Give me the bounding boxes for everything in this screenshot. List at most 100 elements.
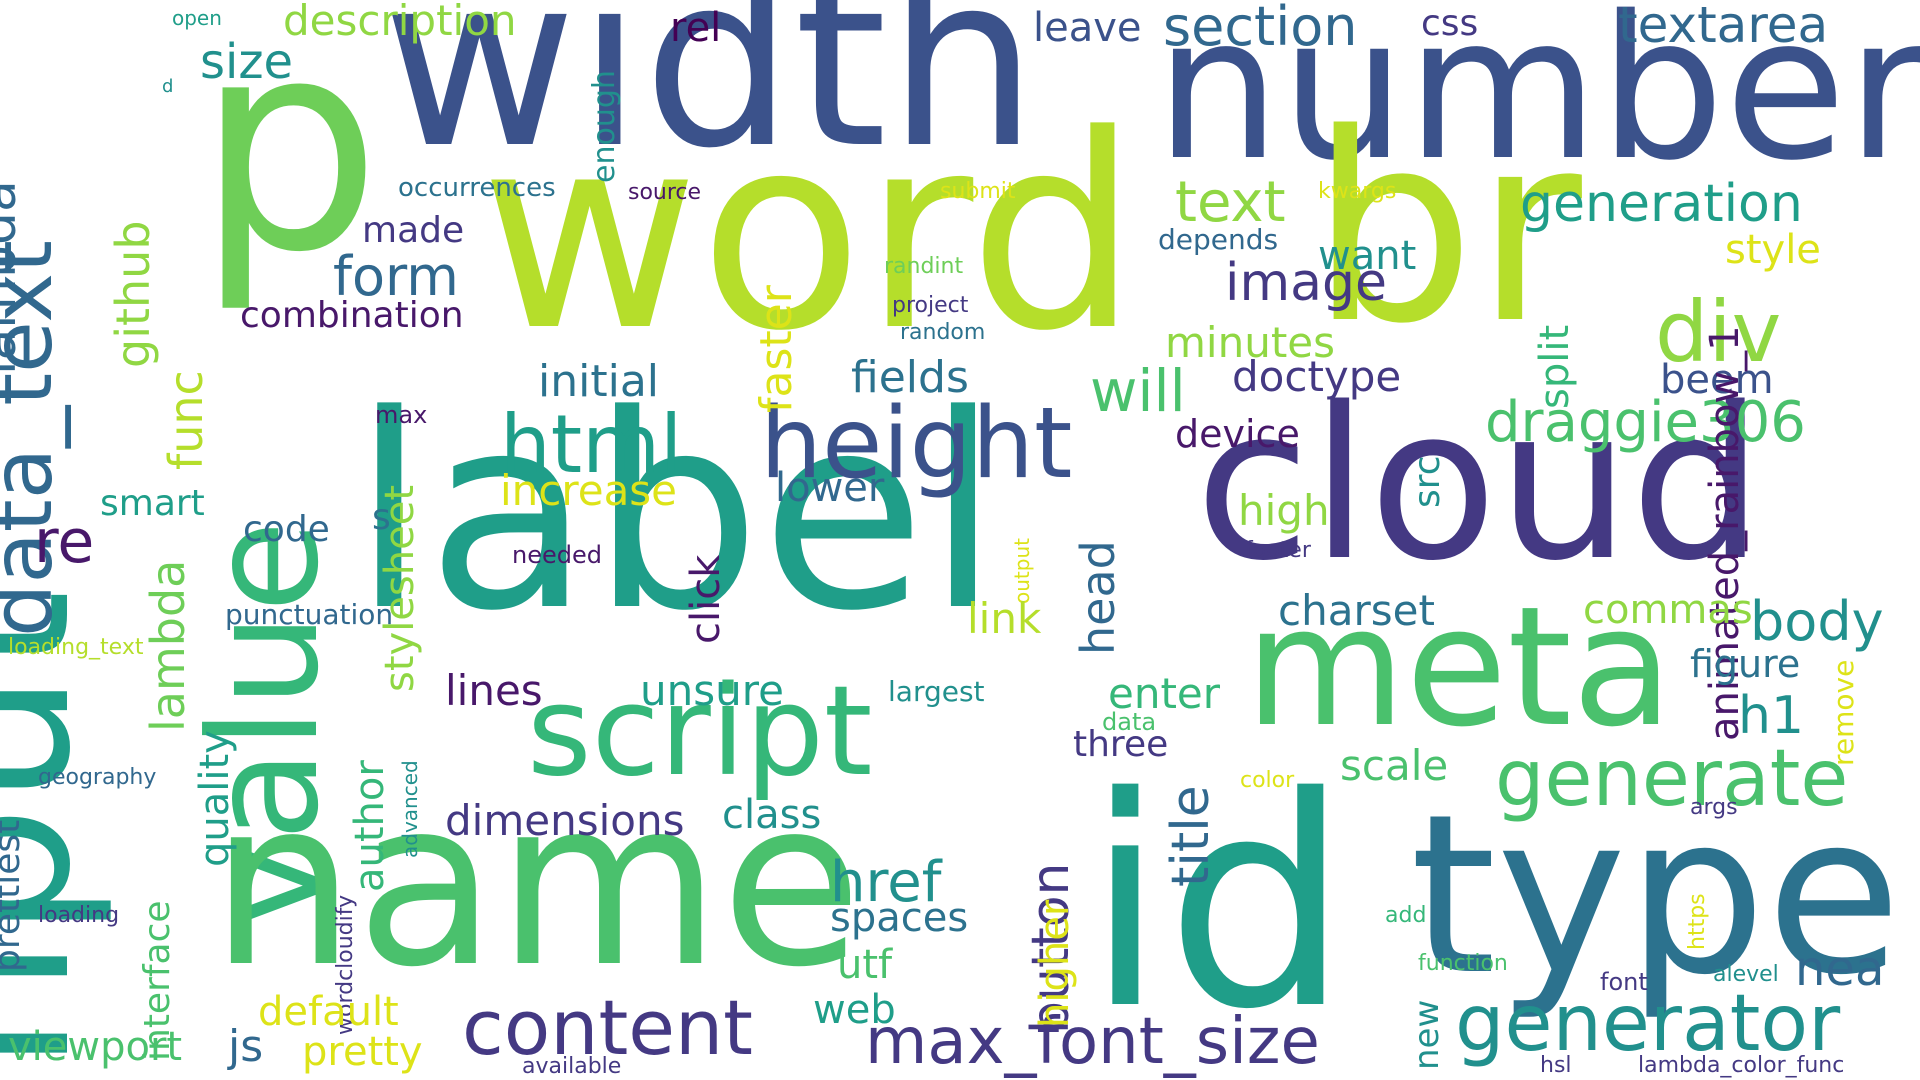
word-want: want	[1318, 233, 1417, 279]
word-width: width	[382, 0, 1039, 201]
word-random: random	[900, 320, 986, 345]
word-max_font_size: max_font_size	[865, 1005, 1320, 1079]
word-made: made	[362, 210, 465, 251]
word-charset: charset	[1278, 586, 1435, 635]
word-font: font	[1600, 968, 1648, 996]
word-function: function	[1418, 951, 1508, 976]
word-enter: enter	[1108, 669, 1221, 718]
word-figure: figure	[1690, 642, 1801, 686]
word-leave: leave	[1033, 5, 1142, 51]
word-size: size	[200, 34, 294, 90]
word-depends: depends	[1158, 223, 1279, 256]
word-dimensions: dimensions	[445, 796, 685, 845]
word-higher: higher	[1032, 899, 1078, 1028]
word-project: project	[892, 293, 969, 318]
word-beem: beem	[1660, 357, 1774, 403]
word-func: func	[159, 370, 213, 470]
word-src: src	[1407, 455, 1448, 508]
word-meta: meta	[1245, 571, 1674, 763]
word-doctype: doctype	[1232, 352, 1402, 401]
word-title: title	[1161, 785, 1221, 887]
word-html: html	[500, 398, 683, 491]
word-data: data	[1102, 708, 1157, 736]
word-form: form	[333, 245, 459, 308]
word-scale: scale	[1340, 741, 1449, 790]
word-s: s	[372, 497, 391, 538]
word-click: click	[683, 554, 729, 644]
word-web: web	[813, 987, 896, 1033]
word-device: device	[1175, 412, 1300, 456]
word-lower: lower	[775, 465, 885, 511]
word-initial: initial	[538, 356, 659, 407]
word-content: content	[462, 983, 753, 1072]
word-combination: combination	[240, 295, 464, 336]
word-h1: h1	[1738, 686, 1805, 746]
word-body: body	[1750, 590, 1884, 653]
word-head: head	[1071, 540, 1125, 655]
word-spaces: spaces	[830, 895, 969, 941]
word-footer: footer	[1245, 538, 1311, 563]
word-enough: enough	[587, 70, 622, 183]
word-faster: faster	[751, 285, 802, 413]
word-available: available	[522, 1054, 622, 1079]
word-smart: smart	[100, 483, 205, 524]
word-new: new	[1407, 999, 1447, 1070]
word-submit: submit	[940, 179, 1016, 204]
word-kwargs: kwargs	[1318, 179, 1397, 204]
word-code: code	[243, 509, 330, 550]
word-d: d	[162, 76, 174, 97]
word-color: color	[1240, 768, 1295, 793]
word-height: height	[760, 387, 1073, 501]
word-minutes: minutes	[1165, 318, 1336, 367]
word-name: name	[210, 751, 863, 1018]
word-generation: generation	[1520, 174, 1803, 234]
word-re: re	[34, 507, 95, 577]
word-id: id	[1085, 736, 1350, 1073]
word-alevel: alevel	[1713, 962, 1779, 987]
word-text: text	[1175, 170, 1286, 235]
word-lambda_color_func: lambda_color_func	[1638, 1053, 1845, 1078]
word-cloud: cloud	[1195, 362, 1764, 607]
word-punctuation: punctuation	[225, 598, 394, 631]
word-high: high	[1238, 486, 1330, 535]
word-author: author	[347, 760, 393, 892]
word-description: description	[283, 0, 517, 45]
word-occurrences: occurrences	[398, 173, 556, 203]
word-script: script	[527, 660, 873, 804]
word-three: three	[1073, 724, 1169, 765]
word-draggie306: draggie306	[1485, 390, 1806, 455]
word-randint: randint	[884, 254, 964, 279]
word-generate: generate	[1495, 734, 1849, 824]
word-source: source	[628, 180, 702, 205]
word-remove: remove	[1827, 659, 1860, 766]
word-max: max	[375, 401, 428, 429]
word-type: type	[1410, 767, 1902, 1023]
word-word: word	[480, 78, 1139, 390]
word-default: default	[258, 989, 399, 1035]
word-class: class	[722, 792, 822, 838]
word-largest: largest	[888, 675, 985, 708]
word-loading_text: loading_text	[8, 635, 144, 660]
word-href: href	[830, 850, 942, 915]
word-br: br	[1310, 79, 1582, 381]
word-prettiest: prettiest	[0, 819, 28, 972]
word-div: div	[1655, 283, 1782, 381]
word-https: https	[1685, 893, 1710, 950]
word-number: number	[1155, 0, 1920, 204]
word-github: github	[106, 220, 160, 368]
word-lambda-2: lambda	[141, 559, 195, 732]
word-loading: loading	[38, 903, 120, 928]
word-fields: fields	[851, 352, 969, 403]
word-p: p	[196, 0, 382, 316]
word-args: args	[1690, 795, 1738, 820]
word-textarea: textarea	[1618, 0, 1829, 54]
word-needed: needed	[512, 541, 602, 569]
word-commas: commas	[1583, 587, 1753, 633]
word-js: js	[228, 1021, 264, 1072]
word-style: style	[1725, 227, 1821, 273]
word-nea: nea	[1795, 941, 1885, 997]
word-label: label	[352, 358, 1001, 670]
word-hsl: hsl	[1540, 1053, 1572, 1078]
word-generator: generator	[1455, 979, 1841, 1069]
